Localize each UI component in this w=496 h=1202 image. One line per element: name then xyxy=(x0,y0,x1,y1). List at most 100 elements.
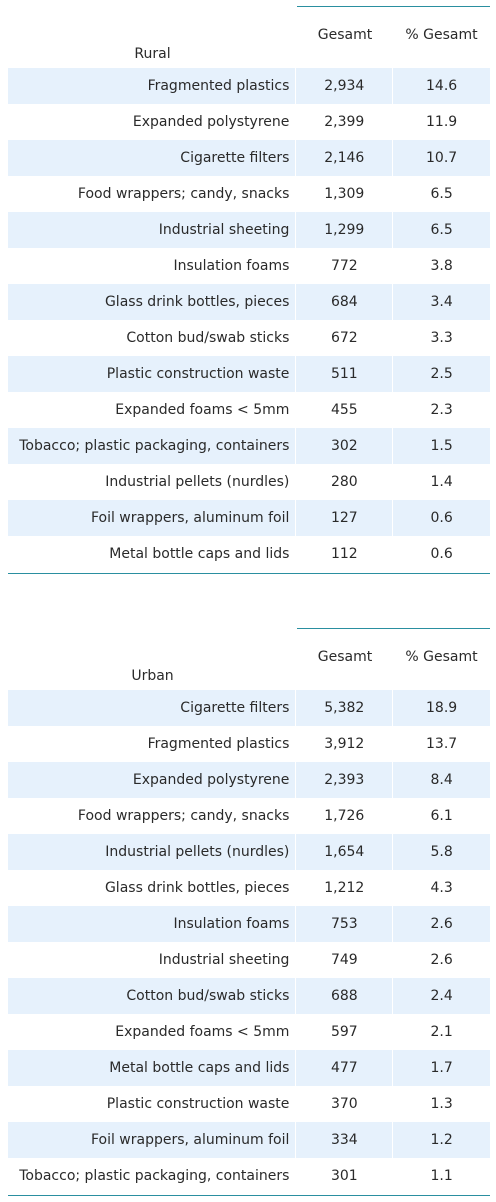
row-label: Industrial pellets (nurdles) xyxy=(8,464,297,500)
table-row: Cigarette filters 2,146 10.7 xyxy=(8,140,490,176)
row-label: Metal bottle caps and lids xyxy=(8,1050,297,1086)
row-percent: 3.4 xyxy=(430,294,453,310)
row-label: Cotton bud/swab sticks xyxy=(8,978,297,1014)
row-percent: 13.7 xyxy=(426,736,458,752)
row-total: 2,399 xyxy=(296,104,394,140)
row-total: 753 xyxy=(296,906,394,942)
row-label: Expanded polystyrene xyxy=(8,104,297,140)
row-total: 455 xyxy=(296,392,394,428)
row-percent: 0.6 xyxy=(430,510,453,526)
table-row: Glass drink bottles, pieces 684 3.4 xyxy=(8,284,490,320)
row-label: Foil wrappers, aluminum foil xyxy=(8,1122,297,1158)
row-percent: 8.4 xyxy=(430,772,453,788)
row-percent: 10.7 xyxy=(426,150,458,166)
row-percent: 2.3 xyxy=(430,402,453,418)
row-label: Expanded foams < 5mm xyxy=(8,392,297,428)
row-label: Plastic construction waste xyxy=(8,1086,297,1122)
table-row: Metal bottle caps and lids 477 1.7 xyxy=(8,1050,490,1086)
table-row: Industrial pellets (nurdles) 280 1.4 xyxy=(8,464,490,500)
table-row: Expanded polystyrene 2,399 11.9 xyxy=(8,104,490,140)
row-percent: 1.4 xyxy=(430,474,453,490)
row-total: 1,726 xyxy=(296,798,394,834)
table-row: Foil wrappers, aluminum foil 127 0.6 xyxy=(8,500,490,536)
table-row: Cigarette filters 5,382 18.9 xyxy=(8,690,490,726)
row-label: Expanded polystyrene xyxy=(8,762,297,798)
row-total: 5,382 xyxy=(296,690,394,726)
row-percent: 2.6 xyxy=(430,952,453,968)
row-total: 688 xyxy=(296,978,394,1014)
row-percent: 6.5 xyxy=(430,222,453,238)
table-row: Industrial sheeting 1,299 6.5 xyxy=(8,212,490,248)
row-total: 1,654 xyxy=(296,834,394,870)
row-label: Fragmented plastics xyxy=(8,726,297,762)
row-percent: 6.1 xyxy=(430,808,453,824)
table-bottom-rule xyxy=(8,573,490,574)
row-label: Insulation foams xyxy=(8,906,297,942)
row-percent: 2.4 xyxy=(430,988,453,1004)
row-label: Expanded foams < 5mm xyxy=(8,1014,297,1050)
row-percent: 5.8 xyxy=(430,844,453,860)
row-label: Cigarette filters xyxy=(8,140,297,176)
row-label: Cotton bud/swab sticks xyxy=(8,320,297,356)
row-label: Glass drink bottles, pieces xyxy=(8,870,297,906)
row-label: Industrial sheeting xyxy=(8,212,297,248)
row-label: Fragmented plastics xyxy=(8,68,297,104)
row-total: 684 xyxy=(296,284,394,320)
row-total: 749 xyxy=(296,942,394,978)
table-row: Tobacco; plastic packaging, containers 30… xyxy=(8,1158,490,1194)
row-percent: 2.5 xyxy=(430,366,453,382)
table-row: Insulation foams 772 3.8 xyxy=(8,248,490,284)
row-percent: 2.1 xyxy=(430,1024,453,1040)
row-label: Food wrappers; candy, snacks xyxy=(8,176,297,212)
row-percent: 1.7 xyxy=(430,1060,453,1076)
row-percent: 1.5 xyxy=(430,438,453,454)
row-label: Foil wrappers, aluminum foil xyxy=(8,500,297,536)
table-row: Expanded foams < 5mm 597 2.1 xyxy=(8,1014,490,1050)
row-percent: 1.3 xyxy=(430,1096,453,1112)
row-total: 127 xyxy=(296,500,394,536)
row-total: 112 xyxy=(296,536,394,572)
row-total: 1,299 xyxy=(296,212,394,248)
table-row: Industrial sheeting 749 2.6 xyxy=(8,942,490,978)
row-total: 334 xyxy=(296,1122,394,1158)
table-top-rule xyxy=(297,6,490,7)
table-row: Metal bottle caps and lids 112 0.6 xyxy=(8,536,490,572)
table-row: Insulation foams 753 2.6 xyxy=(8,906,490,942)
table-header: Urban Gesamt % Gesamt xyxy=(8,628,490,688)
row-percent: 6.5 xyxy=(430,186,453,202)
table-header: Rural Gesamt % Gesamt xyxy=(8,6,490,66)
table-row: Industrial pellets (nurdles) 1,654 5.8 xyxy=(8,834,490,870)
rural-table: Rural Gesamt % Gesamt Fragmented plastic… xyxy=(8,6,490,574)
table-row: Expanded foams < 5mm 455 2.3 xyxy=(8,392,490,428)
urban-table: Urban Gesamt % Gesamt Cigarette filters 5… xyxy=(8,628,490,1196)
row-total: 3,912 xyxy=(296,726,394,762)
row-label: Glass drink bottles, pieces xyxy=(8,284,297,320)
row-percent: 14.6 xyxy=(426,78,458,94)
row-label: Food wrappers; candy, snacks xyxy=(8,798,297,834)
row-total: 1,309 xyxy=(296,176,394,212)
row-percent: 0.6 xyxy=(430,546,453,562)
row-total: 772 xyxy=(296,248,394,284)
row-total: 370 xyxy=(296,1086,394,1122)
row-label: Industrial pellets (nurdles) xyxy=(8,834,297,870)
row-label: Plastic construction waste xyxy=(8,356,297,392)
row-total: 280 xyxy=(296,464,394,500)
row-percent: 2.6 xyxy=(430,916,453,932)
table-body: Cigarette filters 5,382 18.9 Fragmented pla… xyxy=(8,690,490,1194)
row-percent: 1.1 xyxy=(430,1168,453,1184)
row-percent: 18.9 xyxy=(426,700,458,716)
column-header-percent: % Gesamt xyxy=(405,649,478,665)
column-header-total: Gesamt xyxy=(317,27,373,43)
row-label: Metal bottle caps and lids xyxy=(8,536,297,572)
row-total: 301 xyxy=(296,1158,394,1194)
group-label: Urban xyxy=(131,668,174,684)
table-row: Plastic construction waste 511 2.5 xyxy=(8,356,490,392)
row-label: Tobacco; plastic packaging, containers xyxy=(8,428,297,464)
table-row: Cotton bud/swab sticks 688 2.4 xyxy=(8,978,490,1014)
row-total: 511 xyxy=(296,356,394,392)
column-header-percent: % Gesamt xyxy=(405,27,478,43)
row-total: 2,393 xyxy=(296,762,394,798)
row-total: 597 xyxy=(296,1014,394,1050)
row-label: Cigarette filters xyxy=(8,690,297,726)
table-row: Cotton bud/swab sticks 672 3.3 xyxy=(8,320,490,356)
